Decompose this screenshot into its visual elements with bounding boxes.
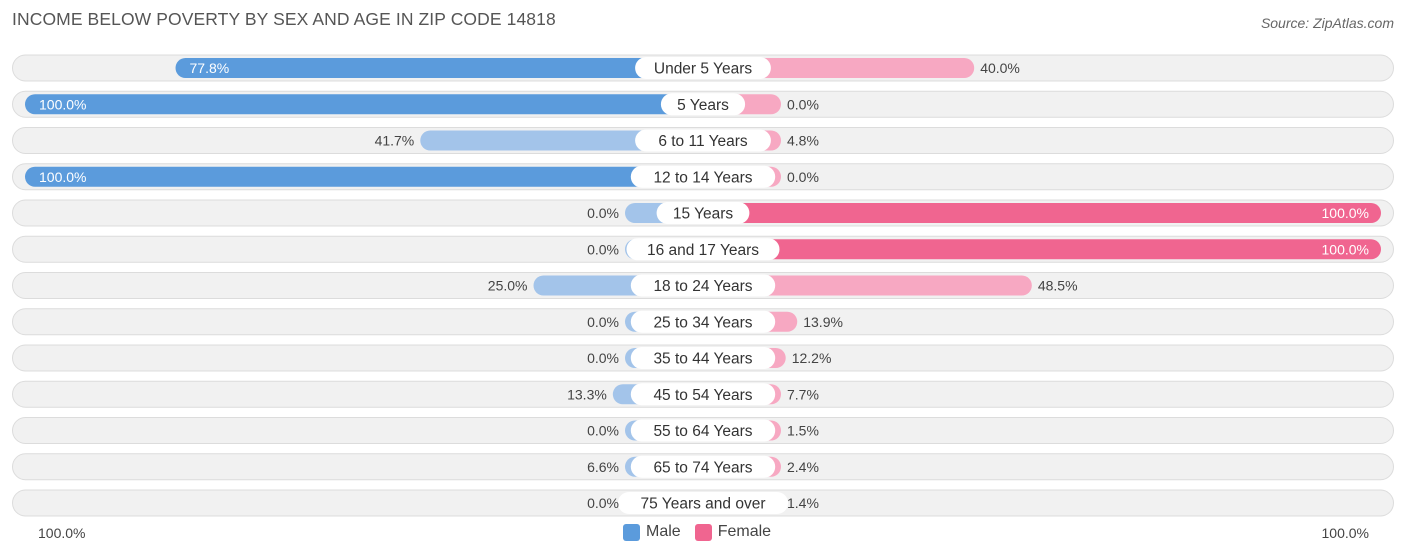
category-label-background	[630, 165, 776, 188]
female-bar	[703, 239, 1381, 260]
legend-item-female: Female	[694, 523, 772, 541]
male-value-label: 0.0%	[587, 241, 619, 257]
category-label-background	[656, 202, 750, 224]
category-label-background	[630, 274, 776, 297]
female-value-label: 1.5%	[787, 423, 819, 439]
male-value-label: 100.0%	[39, 169, 86, 185]
category-label: 45 to 54 Years	[653, 387, 752, 404]
female-value-label: 12.2%	[792, 350, 832, 366]
category-label: Under 5 Years	[654, 61, 752, 78]
category-label-background	[626, 238, 780, 261]
category-label: 18 to 24 Years	[653, 278, 752, 295]
category-label: 65 to 74 Years	[653, 459, 752, 476]
male-bar	[25, 166, 703, 187]
male-value-label: 0.0%	[587, 350, 619, 366]
male-value-label: 0.0%	[587, 423, 619, 439]
male-value-label: 0.0%	[587, 205, 619, 221]
category-label: 75 Years and over	[641, 496, 766, 513]
female-value-label: 100.0%	[1322, 205, 1369, 221]
male-value-label: 13.3%	[567, 386, 607, 402]
male-value-label: 0.0%	[587, 495, 619, 511]
category-label-background	[617, 492, 789, 514]
male-value-label: 0.0%	[587, 314, 619, 330]
category-label: 16 and 17 Years	[647, 242, 759, 259]
female-value-label: 2.4%	[787, 459, 819, 475]
female-bar	[703, 203, 1381, 223]
male-value-label: 77.8%	[190, 60, 230, 76]
male-bar	[420, 130, 703, 151]
category-label: 12 to 14 Years	[653, 169, 752, 186]
male-bar	[175, 58, 704, 78]
legend-swatch-female	[694, 523, 712, 541]
female-value-label: 0.0%	[787, 96, 819, 112]
legend-label-female: Female	[717, 523, 772, 540]
female-bar	[703, 58, 975, 78]
category-label: 55 to 64 Years	[653, 423, 752, 440]
female-value-label: 100.0%	[1322, 241, 1369, 257]
category-label-background	[630, 383, 776, 406]
category-label-background	[630, 347, 776, 369]
male-value-label: 25.0%	[488, 278, 528, 294]
category-label-background	[630, 455, 776, 478]
male-value-label: 41.7%	[375, 133, 415, 149]
category-label-background	[635, 129, 771, 152]
category-label-background	[630, 419, 776, 442]
female-bar	[703, 275, 1032, 296]
category-label-background	[630, 310, 776, 333]
male-value-label: 6.6%	[587, 459, 619, 475]
male-bar	[25, 94, 703, 115]
legend-item-male: Male	[623, 523, 681, 541]
category-label-background	[635, 57, 771, 79]
chart-area: Under 5 Years 77.8% 40.0% 5 Years 100.0% 0.0%…	[12, 54, 1394, 517]
category-label-background	[660, 93, 746, 116]
category-label: 35 to 44 Years	[653, 351, 752, 368]
legend: Male Female	[623, 523, 785, 541]
category-label: 5 Years	[677, 97, 729, 114]
female-value-label: 4.8%	[787, 133, 819, 149]
source-label: Source: ZipAtlas.com	[1260, 15, 1394, 31]
female-value-label: 40.0%	[980, 60, 1020, 76]
axis-right-label: 100.0%	[1321, 525, 1369, 541]
female-value-label: 7.7%	[787, 386, 819, 402]
female-value-label: 1.4%	[787, 495, 819, 511]
legend-label-male: Male	[646, 523, 681, 540]
category-label: 15 Years	[673, 206, 734, 223]
legend-swatch-male	[623, 523, 640, 541]
chart-title: INCOME BELOW POVERTY BY SEX AND AGE IN Z…	[12, 9, 556, 29]
category-label: 6 to 11 Years	[658, 133, 748, 150]
category-label: 25 to 34 Years	[653, 314, 752, 331]
female-value-label: 0.0%	[787, 169, 819, 185]
female-value-label: 48.5%	[1038, 278, 1078, 294]
axis-left-label: 100.0%	[38, 525, 86, 541]
female-value-label: 13.9%	[803, 314, 843, 330]
male-value-label: 100.0%	[39, 96, 86, 112]
